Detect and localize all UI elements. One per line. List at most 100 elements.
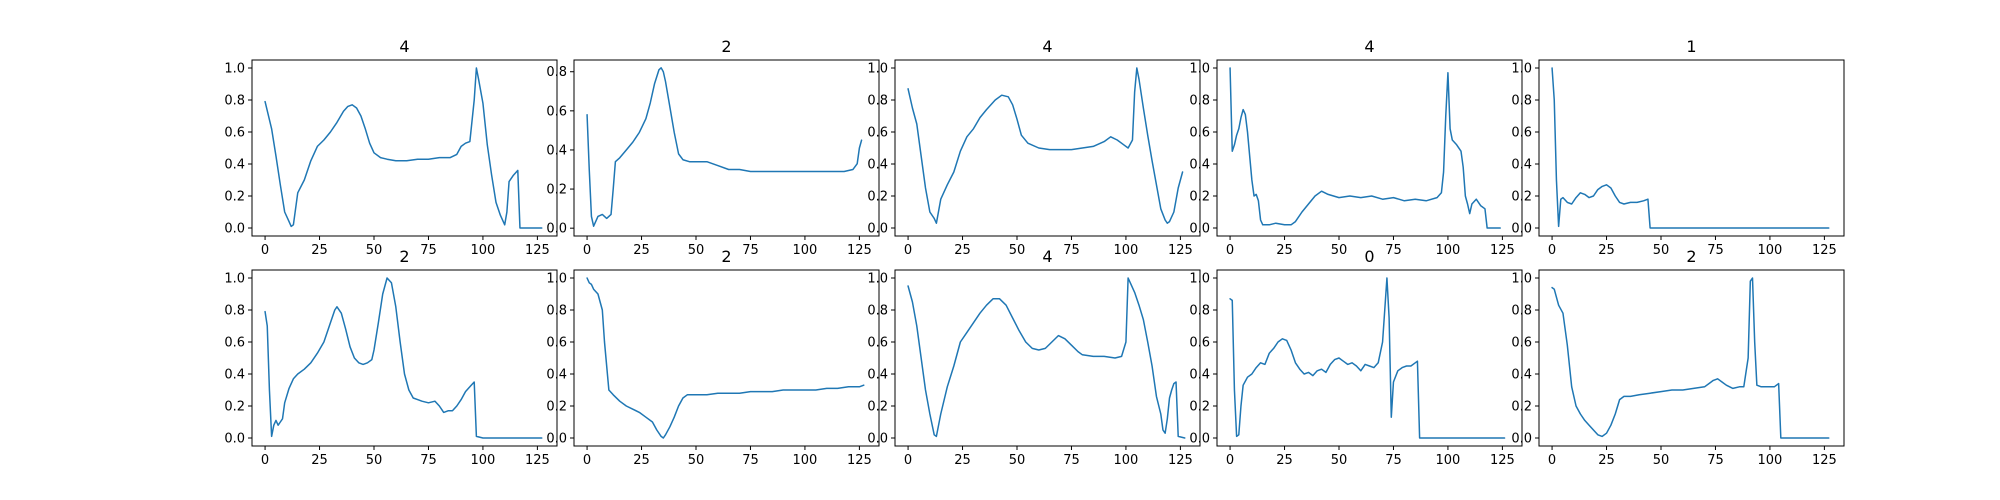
axes-frame bbox=[1538, 269, 1845, 447]
x-tick-label: 25 bbox=[1598, 453, 1615, 468]
x-tick-label: 0 bbox=[1548, 453, 1556, 468]
y-tick-label: 0.0 bbox=[224, 222, 245, 237]
subplot-title: 2 bbox=[721, 37, 731, 56]
x-tick-label: 125 bbox=[1490, 243, 1515, 258]
subplot-10: 2 0 25 50 75 100 125 0.0 0.2 0.4 0.6 0.8 1.0 bbox=[1511, 247, 1845, 468]
x-tick-label: 100 bbox=[1114, 453, 1139, 468]
y-tick-label: 0.0 bbox=[867, 432, 888, 447]
y-tick-label: 0.0 bbox=[1189, 432, 1210, 447]
y-tick-label: 0.2 bbox=[1511, 190, 1532, 205]
x-tick-label: 25 bbox=[1276, 243, 1293, 258]
subplot-title: 2 bbox=[721, 247, 731, 266]
subplot-2: 2 0 25 50 75 100 125 0.0 0.2 0.4 0.6 0.8 bbox=[546, 37, 880, 258]
y-tick-label: 0.0 bbox=[867, 222, 888, 237]
x-tick-label: 0 bbox=[583, 453, 591, 468]
subplot-title: 0 bbox=[1364, 247, 1374, 266]
x-tick-label: 50 bbox=[1331, 243, 1348, 258]
y-tick-label: 0.4 bbox=[224, 368, 245, 383]
series-line bbox=[264, 67, 543, 229]
y-tick-label: 0.6 bbox=[867, 126, 888, 141]
x-tick-label: 50 bbox=[366, 453, 383, 468]
x-tick-label: 50 bbox=[1009, 243, 1026, 258]
y-tick-label: 0.6 bbox=[1511, 126, 1532, 141]
x-tick-label: 25 bbox=[954, 453, 971, 468]
y-tick-label: 0.4 bbox=[1511, 368, 1532, 383]
y-tick-label: 0.6 bbox=[1189, 336, 1210, 351]
axes-frame bbox=[894, 269, 1201, 447]
x-tick-label: 75 bbox=[1385, 453, 1402, 468]
axes-frame bbox=[894, 59, 1201, 237]
x-tick-label: 125 bbox=[1168, 453, 1193, 468]
subplot-title: 1 bbox=[1686, 37, 1696, 56]
x-tick-label: 125 bbox=[1812, 243, 1837, 258]
subplot-title: 4 bbox=[1042, 37, 1052, 56]
y-tick-label: 0.8 bbox=[224, 94, 245, 109]
series-line bbox=[1551, 67, 1830, 229]
x-tick-label: 25 bbox=[633, 243, 650, 258]
subplot-8: 4 0 25 50 75 100 125 0.0 0.2 0.4 0.6 0.8 1.0 bbox=[867, 247, 1201, 468]
x-tick-label: 125 bbox=[525, 453, 550, 468]
series-line bbox=[907, 67, 1184, 224]
y-tick-label: 0.4 bbox=[1511, 158, 1532, 173]
y-tick-label: 0.8 bbox=[1189, 94, 1210, 109]
x-tick-label: 50 bbox=[688, 243, 705, 258]
subplot-9: 0 0 25 50 75 100 125 0.0 0.2 0.4 0.6 0.8 1.0 bbox=[1189, 247, 1523, 468]
series-line bbox=[907, 277, 1186, 439]
y-tick-label: 0.0 bbox=[1189, 222, 1210, 237]
subplot-title: 2 bbox=[399, 247, 409, 266]
y-tick-label: 0.2 bbox=[546, 183, 567, 198]
y-tick-label: 0.2 bbox=[224, 400, 245, 415]
y-tick-label: 0.0 bbox=[546, 222, 567, 237]
series-line bbox=[1229, 67, 1501, 229]
y-tick-label: 0.0 bbox=[1511, 432, 1532, 447]
x-tick-label: 75 bbox=[420, 453, 437, 468]
series-line bbox=[586, 67, 863, 227]
y-tick-label: 0.4 bbox=[1189, 368, 1210, 383]
y-tick-label: 0.0 bbox=[546, 432, 567, 447]
axes-frame bbox=[1538, 59, 1845, 237]
y-tick-label: 0.0 bbox=[224, 432, 245, 447]
x-tick-label: 25 bbox=[311, 243, 328, 258]
y-tick-label: 0.6 bbox=[1189, 126, 1210, 141]
subplot-title: 4 bbox=[1042, 247, 1052, 266]
x-tick-label: 100 bbox=[1758, 243, 1783, 258]
x-tick-label: 125 bbox=[1812, 453, 1837, 468]
x-tick-label: 75 bbox=[742, 453, 759, 468]
y-tick-label: 0.8 bbox=[546, 65, 567, 80]
y-tick-label: 0.4 bbox=[546, 143, 567, 158]
y-tick-label: 1.0 bbox=[224, 272, 245, 287]
y-tick-label: 0.8 bbox=[1189, 304, 1210, 319]
y-tick-label: 0.8 bbox=[867, 304, 888, 319]
x-tick-label: 0 bbox=[261, 453, 269, 468]
subplot-5: 1 0 25 50 75 100 125 0.0 0.2 0.4 0.6 0.8 1.0 bbox=[1511, 37, 1845, 258]
x-tick-label: 100 bbox=[471, 243, 496, 258]
y-tick-label: 0.6 bbox=[546, 336, 567, 351]
y-tick-label: 0.2 bbox=[1189, 190, 1210, 205]
x-tick-label: 100 bbox=[1436, 453, 1461, 468]
y-tick-label: 1.0 bbox=[1511, 62, 1532, 77]
x-tick-label: 125 bbox=[847, 453, 872, 468]
x-tick-label: 0 bbox=[1226, 453, 1234, 468]
y-tick-label: 0.4 bbox=[867, 368, 888, 383]
series-line bbox=[1229, 277, 1506, 439]
y-tick-label: 0.4 bbox=[867, 158, 888, 173]
x-tick-label: 25 bbox=[1598, 243, 1615, 258]
x-tick-label: 125 bbox=[847, 243, 872, 258]
x-tick-label: 125 bbox=[1168, 243, 1193, 258]
x-tick-label: 0 bbox=[904, 453, 912, 468]
x-tick-label: 100 bbox=[793, 243, 818, 258]
y-tick-label: 0.6 bbox=[224, 126, 245, 141]
x-tick-label: 75 bbox=[1707, 453, 1724, 468]
axes-frame bbox=[573, 59, 880, 237]
x-tick-label: 125 bbox=[1490, 453, 1515, 468]
x-tick-label: 100 bbox=[1436, 243, 1461, 258]
x-tick-label: 100 bbox=[793, 453, 818, 468]
y-tick-label: 0.6 bbox=[224, 336, 245, 351]
subplot-1: 4 0 25 50 75 100 125 0.0 0.2 0.4 0.6 0.8 1.0 bbox=[224, 37, 558, 258]
x-tick-label: 0 bbox=[1548, 243, 1556, 258]
x-tick-label: 75 bbox=[742, 243, 759, 258]
subplot-6: 2 0 25 50 75 100 125 0.0 0.2 0.4 0.6 0.8 1.0 bbox=[224, 247, 558, 468]
y-tick-label: 0.8 bbox=[546, 304, 567, 319]
y-tick-label: 1.0 bbox=[1189, 62, 1210, 77]
